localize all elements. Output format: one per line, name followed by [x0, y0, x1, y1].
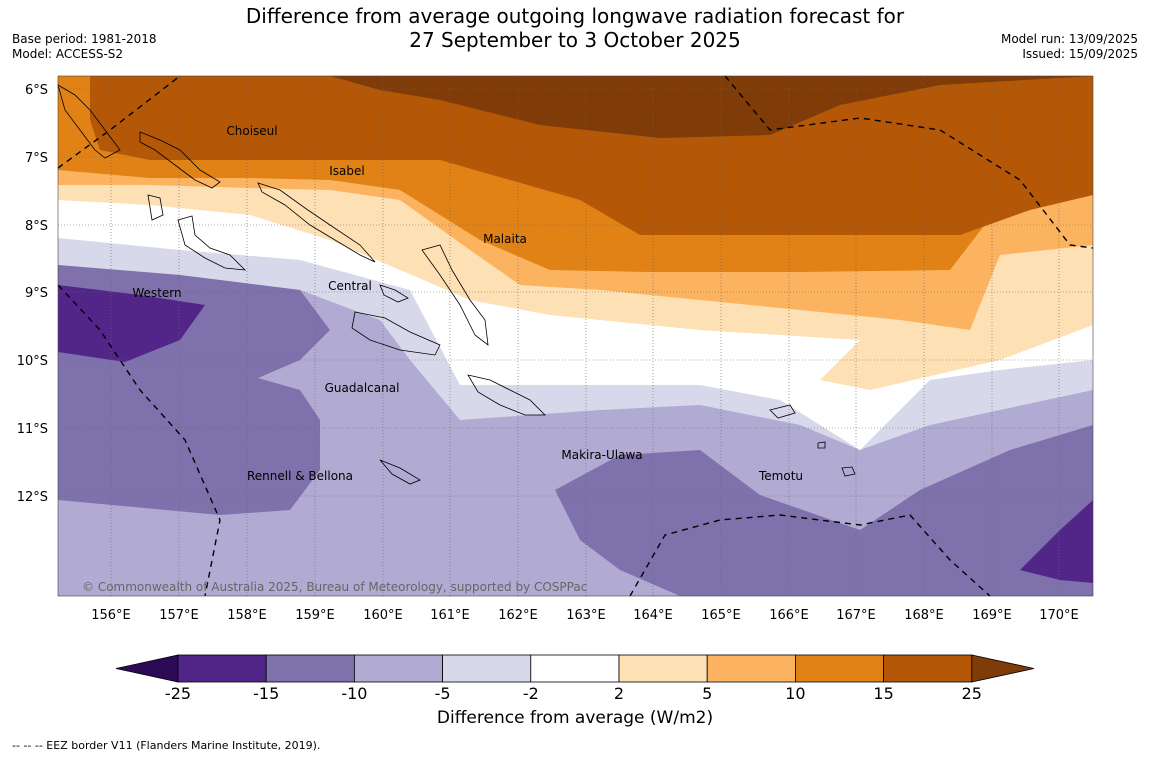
base-period: Base period: 1981-2018: [12, 32, 157, 46]
place-label: Western: [132, 286, 181, 300]
colorbar-segment: [795, 654, 885, 683]
title-line-2: 27 September to 3 October 2025: [409, 28, 741, 52]
latitude-label: 11°S: [17, 422, 48, 437]
eez-border-south: [629, 514, 991, 597]
vanikoro: [817, 441, 826, 449]
colorbar-tick-label: -10: [341, 684, 368, 703]
colorbar-tick-label: 2: [613, 684, 625, 703]
colorbar-tick-label: 15: [873, 684, 894, 703]
longitude-label: 162°E: [498, 608, 538, 623]
santa-cruz-islands: [769, 404, 796, 419]
longitude-label: 170°E: [1039, 608, 1079, 623]
place-label: Malaita: [483, 232, 527, 246]
latitude-label: 8°S: [25, 219, 48, 234]
colorbar-segment: [883, 654, 973, 683]
longitude-label: 160°E: [363, 608, 403, 623]
coastlines: [57, 84, 856, 485]
issued-date: Issued: 15/09/2025: [1022, 47, 1138, 61]
guadalcanal-island: [351, 311, 441, 356]
band-gt-25: [330, 76, 1093, 138]
longitude-label: 158°E: [227, 608, 267, 623]
choiseul-island: [139, 131, 221, 189]
bougainville-coast: [57, 84, 121, 159]
model-run: Model run: 13/09/2025: [1000, 32, 1138, 46]
model-name: Model: ACCESS-S2: [12, 47, 124, 61]
eez-border-north: [57, 75, 181, 169]
eez-border-west: [57, 284, 221, 597]
longitude-labels: 156°E 157°E 158°E 159°E 160°E 161°E 162°E 163°E…: [91, 608, 1079, 623]
band-minus25-minus15-west: [58, 285, 205, 362]
colorbar-extend-low: [115, 654, 179, 683]
new-georgia: [177, 215, 247, 271]
central-islands: [379, 284, 409, 303]
longitude-label: 165°E: [701, 608, 741, 623]
place-label: Isabel: [329, 164, 364, 178]
band-minus25-minus15-east: [1020, 500, 1093, 583]
colorbar-tick-label: -2: [522, 684, 539, 703]
rennell-island: [379, 459, 421, 485]
colorbar-segment: [177, 654, 267, 683]
place-label: Rennell & Bellona: [247, 469, 353, 483]
longitude-label: 161°E: [430, 608, 470, 623]
latitude-label: 12°S: [17, 490, 48, 505]
longitude-label: 156°E: [91, 608, 131, 623]
title-line-1: Difference from average outgoing longwav…: [245, 4, 905, 28]
olr-anomaly-map: 6°S 7°S 8°S 9°S 10°S 11°S 12°S 156°E 157°E 158°E…: [17, 75, 1094, 623]
contour-fill-layer: [58, 76, 1093, 596]
colorbar-extend-high: [971, 654, 1035, 683]
colorbar-segment: [442, 654, 532, 683]
place-label: Central: [328, 279, 372, 293]
colorbar-tick-label: 5: [702, 684, 713, 703]
longitude-label: 157°E: [159, 608, 199, 623]
band-15-25: [90, 76, 1093, 235]
shortland-islands: [147, 194, 164, 221]
malaita-island: [421, 244, 489, 346]
colorbar-tick-label: -5: [434, 684, 451, 703]
colorbar-title: Difference from average (W/m2): [436, 708, 714, 728]
colorbar-segment: [265, 654, 355, 683]
colorbar-segment: [706, 654, 796, 683]
longitude-label: 167°E: [836, 608, 876, 623]
place-label: Makira-Ulawa: [561, 448, 642, 462]
eez-borders: [57, 75, 1094, 597]
latitude-label: 10°S: [17, 354, 48, 369]
map-title: Difference from average outgoing longwav…: [0, 4, 1150, 52]
latitude-label: 7°S: [25, 151, 48, 166]
map-frame: [57, 75, 1094, 597]
place-label: Temotu: [758, 469, 803, 483]
colorbar: [115, 654, 1035, 683]
eez-border-northeast: [724, 75, 1094, 249]
colorbar-tick-label: -15: [253, 684, 280, 703]
latitude-label: 9°S: [25, 286, 48, 301]
longitude-label: 166°E: [769, 608, 809, 623]
longitude-label: 168°E: [904, 608, 944, 623]
makira-island: [467, 374, 546, 416]
meta-left: Base period: 1981-2018 Model: ACCESS-S2: [12, 32, 157, 62]
place-labels: Choiseul Isabel Malaita Central Western Guada…: [132, 124, 803, 483]
colorbar-segment: [530, 654, 620, 683]
colorbar-tick-label: 10: [785, 684, 806, 703]
latitude-label: 6°S: [25, 83, 48, 98]
utupua: [841, 466, 856, 477]
latitude-labels: 6°S 7°S 8°S 9°S 10°S 11°S 12°S: [17, 83, 48, 505]
band-minus15-minus10-east: [555, 425, 1093, 596]
longitude-label: 169°E: [972, 608, 1012, 623]
copyright-notice: © Commonwealth of Australia 2025, Bureau…: [82, 580, 588, 594]
colorbar-segment: [353, 654, 443, 683]
colorbar-segment: [618, 654, 708, 683]
place-label: Choiseul: [226, 124, 277, 138]
longitude-label: 164°E: [633, 608, 673, 623]
colorbar-segments: [115, 654, 1035, 683]
place-label: Guadalcanal: [325, 381, 400, 395]
longitude-label: 163°E: [566, 608, 606, 623]
longitude-label: 159°E: [295, 608, 335, 623]
meta-right: Model run: 13/09/2025 Issued: 15/09/2025: [1001, 32, 1138, 62]
colorbar-tick-label: 25: [961, 684, 982, 703]
isabel-island: [257, 182, 376, 263]
eez-legend-note: -- -- -- EEZ border V11 (Flanders Marine…: [12, 739, 321, 752]
colorbar-tick-label: -25: [164, 684, 192, 703]
